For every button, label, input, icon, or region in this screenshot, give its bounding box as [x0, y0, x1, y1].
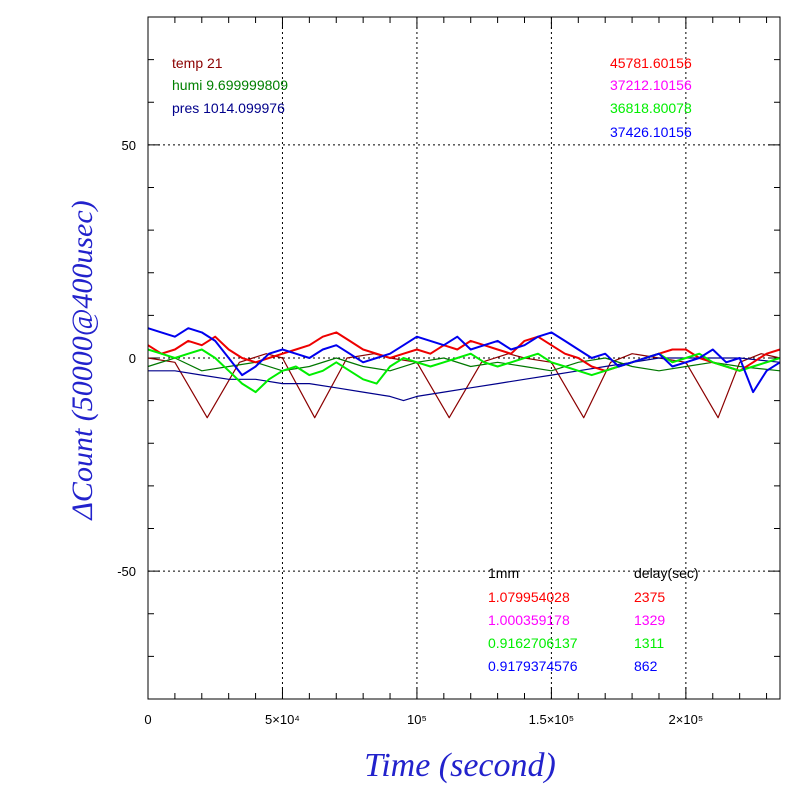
y-tick-label-0: 50	[122, 138, 136, 153]
table-row-2-delay: 1329	[634, 612, 665, 628]
table-header-delay: delay(sec)	[634, 565, 699, 581]
legend-pres: pres 1014.099976	[172, 100, 285, 116]
table-row-3-value: 0.9162706137	[488, 635, 578, 651]
series-line-2	[147, 357, 781, 372]
table-row-4-delay: 862	[634, 658, 658, 674]
x-tick-label-0: 0	[144, 712, 151, 727]
table-header-1mm: 1mm	[488, 565, 519, 581]
table-row-2-value: 1.000359178	[488, 612, 570, 628]
table-row-3-delay: 1311	[634, 635, 664, 651]
series-line-1	[148, 357, 781, 402]
count-legend-4: 37426.10156	[610, 124, 692, 140]
table-row-4-value: 0.9179374576	[488, 658, 578, 674]
y-tick-label-2: -50	[117, 564, 136, 579]
table-row-1-delay: 2375	[634, 589, 665, 605]
x-tick-label-1: 5×10⁴	[265, 712, 300, 727]
series-line-3	[147, 331, 781, 372]
legend-temp: temp 21	[172, 55, 223, 71]
legend-humi: humi 9.699999809	[172, 77, 288, 93]
plot-frame	[147, 16, 781, 700]
tick-labels: 0 5×10⁴ 10⁵ 1.5×10⁵ 2×10⁵ 50 0 -50	[117, 138, 703, 727]
x-tick-label-2: 10⁵	[407, 712, 427, 727]
table-row-1-value: 1.079954028	[488, 589, 570, 605]
minor-ticks	[148, 17, 780, 699]
y-axis-title: ΔCount (50000@400usec)	[66, 200, 99, 520]
count-legend-2: 37212.10156	[610, 77, 692, 93]
x-axis-title: Time (second)	[364, 747, 556, 784]
count-legend-3: 36818.80078	[610, 100, 692, 116]
y-tick-label-1: 0	[129, 351, 136, 366]
series-line-5	[147, 327, 781, 394]
series-lines	[147, 327, 781, 419]
count-legend-1: 45781.60156	[610, 55, 692, 71]
series-line-4	[147, 348, 781, 394]
x-tick-label-3: 1.5×10⁵	[529, 712, 575, 727]
x-tick-label-4: 2×10⁵	[669, 712, 704, 727]
